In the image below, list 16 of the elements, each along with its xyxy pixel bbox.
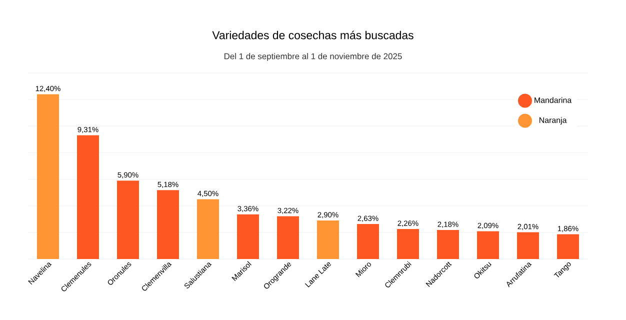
bar (357, 224, 380, 259)
bar (117, 180, 139, 259)
bar (237, 214, 260, 259)
bar (317, 220, 340, 259)
bar (397, 228, 420, 259)
bar (37, 94, 59, 259)
bar (277, 216, 300, 259)
bar (197, 199, 220, 259)
bar (157, 190, 179, 259)
chart-subtitle: Del 1 de septiembre al 1 de noviembre de 2025 (224, 53, 402, 61)
bar (77, 135, 99, 259)
chart-title: Variedades de cosechas más buscadas (212, 30, 414, 40)
bar (517, 232, 540, 259)
bar (437, 230, 460, 259)
bar (477, 231, 500, 259)
bar (557, 234, 580, 259)
